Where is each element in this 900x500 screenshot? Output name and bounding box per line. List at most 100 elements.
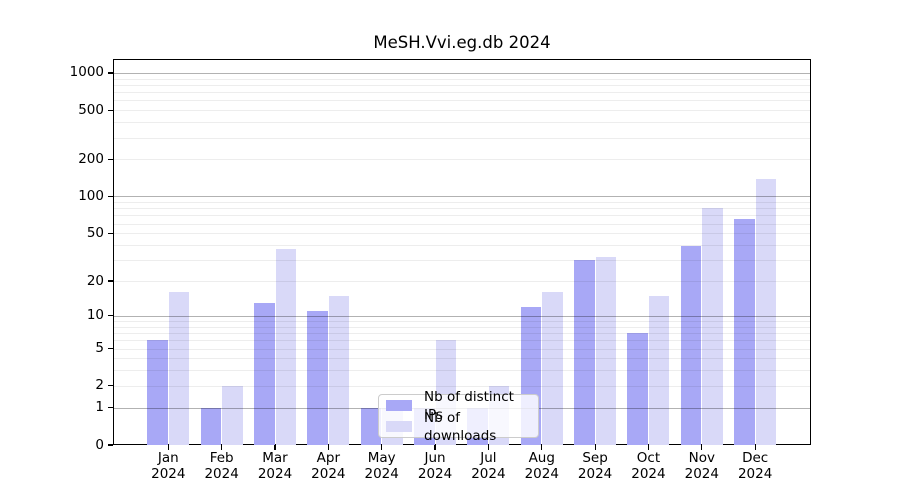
x-tick <box>274 445 276 450</box>
bar-aug-downloads <box>542 292 563 445</box>
x-tick <box>327 445 329 450</box>
bar-sep-distinct-ips <box>574 260 595 445</box>
x-tick <box>701 445 703 450</box>
y-tick-label: 100 <box>78 187 104 204</box>
y-tick <box>108 232 113 234</box>
gridline-minor <box>113 223 811 225</box>
gridline-minor <box>113 78 811 80</box>
legend-item-distinct-ips: Nb of distinct IPs <box>386 389 531 423</box>
gridline-minor <box>113 202 811 204</box>
bar-sep-downloads <box>595 256 617 445</box>
gridline-minor <box>113 245 811 246</box>
bar-apr-distinct-ips <box>307 311 328 445</box>
x-tick-label: Aug 2024 <box>524 450 559 483</box>
x-tick <box>754 445 756 450</box>
x-tick-label: Sep 2024 <box>577 450 613 483</box>
gridline-minor <box>113 321 811 322</box>
gridline-minor <box>113 84 811 86</box>
x-tick <box>487 445 489 450</box>
x-tick <box>647 445 650 450</box>
bar-oct-downloads <box>648 295 670 445</box>
bar-nov-downloads <box>702 207 723 445</box>
gridline-minor <box>113 281 811 283</box>
y-tick <box>108 407 113 409</box>
bar-jan-distinct-ips <box>147 340 168 445</box>
bar-mar-distinct-ips <box>254 302 275 445</box>
x-tick <box>434 445 436 450</box>
y-tick <box>108 158 113 160</box>
gridline-minor <box>113 92 811 94</box>
gridline-minor <box>113 159 811 161</box>
bar-apr-downloads <box>328 295 350 445</box>
gridline-minor <box>113 110 811 112</box>
legend-label-downloads: Nb of downloads <box>424 409 497 444</box>
y-tick <box>108 109 113 111</box>
gridline-minor <box>113 333 811 335</box>
gridline-minor <box>113 260 811 262</box>
gridline-minor <box>113 326 811 328</box>
legend-item-downloads: Nb of downloads <box>386 410 531 444</box>
y-tick-label: 200 <box>78 150 104 167</box>
y-tick-label: 5 <box>95 340 104 356</box>
bar-dec-downloads <box>755 179 777 445</box>
x-tick-label: Feb 2024 <box>204 450 239 483</box>
x-tick-label: May 2024 <box>364 450 399 483</box>
legend: Nb of distinct IPs Nb of downloads <box>378 389 539 444</box>
x-tick-label: Mar 2024 <box>257 450 293 483</box>
bar-feb-distinct-ips <box>200 407 222 445</box>
y-tick <box>108 315 113 317</box>
x-tick <box>594 445 596 450</box>
x-tick-label: Apr 2024 <box>311 450 346 483</box>
gridline-major <box>113 315 811 317</box>
x-tick-label: Dec 2024 <box>737 450 773 483</box>
chart-title: MeSH.Vvi.eg.db 2024 <box>373 33 551 52</box>
y-tick <box>108 195 113 198</box>
gridline-major <box>113 196 811 198</box>
x-tick <box>167 445 169 450</box>
gridline-minor <box>113 208 811 210</box>
gridline-minor <box>113 100 811 102</box>
x-tick-label: Nov 2024 <box>684 450 719 483</box>
x-tick-label: Oct 2024 <box>631 450 666 483</box>
gridline-minor <box>113 340 811 342</box>
bar-mar-downloads <box>275 249 296 445</box>
bar-oct-distinct-ips <box>627 333 648 445</box>
y-tick <box>108 280 113 282</box>
x-tick-label: Jun 2024 <box>417 450 453 483</box>
bar-jan-downloads <box>168 292 190 445</box>
y-tick-label: 1000 <box>69 64 104 81</box>
y-tick-label: 20 <box>86 272 104 289</box>
y-tick-label: 1 <box>95 399 104 416</box>
x-tick <box>541 445 543 450</box>
gridline-minor <box>113 137 811 139</box>
gridline-minor <box>113 370 811 372</box>
gridline-minor <box>113 215 811 217</box>
gridline-minor <box>113 358 811 360</box>
bar-feb-downloads <box>222 385 243 445</box>
y-tick-label: 10 <box>86 307 104 324</box>
y-tick-label: 500 <box>78 101 104 118</box>
y-tick <box>108 444 113 446</box>
x-tick <box>221 445 223 450</box>
gridline-minor <box>113 348 811 350</box>
y-tick-label: 2 <box>95 377 104 394</box>
legend-label-distinct-ips: Nb of distinct IPs <box>424 388 514 423</box>
legend-swatch-distinct-ips <box>386 400 412 411</box>
gridline-minor <box>113 122 811 124</box>
y-tick <box>108 385 113 387</box>
gridline-major <box>113 72 811 74</box>
bar-dec-distinct-ips <box>734 218 755 445</box>
legend-swatch-downloads <box>386 421 412 432</box>
gridline-minor <box>113 233 811 235</box>
y-tick <box>108 72 113 74</box>
gridline-minor <box>113 385 811 387</box>
y-tick-label: 50 <box>86 224 104 241</box>
x-tick-label: Jan 2024 <box>151 450 186 483</box>
x-tick <box>381 445 383 450</box>
x-tick-label: Jul 2024 <box>471 450 506 483</box>
bar-nov-distinct-ips <box>680 246 702 445</box>
y-tick-label: 0 <box>95 436 104 453</box>
y-tick <box>108 347 113 350</box>
bar-may-distinct-ips <box>360 407 382 445</box>
